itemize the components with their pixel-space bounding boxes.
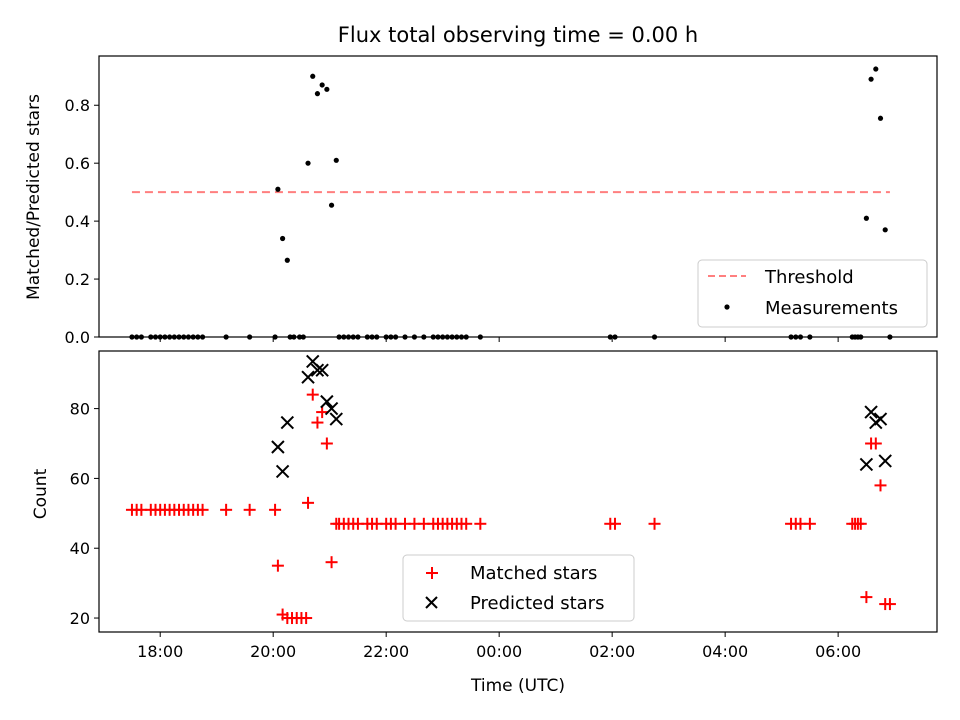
measurement-point bbox=[314, 91, 321, 97]
measurement-point bbox=[873, 66, 879, 72]
legend-matched-swatch bbox=[426, 567, 438, 579]
top-y-tick-label: 0.2 bbox=[65, 270, 90, 289]
top-y-tick-label: 0.0 bbox=[65, 328, 90, 347]
measurement-point bbox=[305, 160, 311, 166]
top-legend-box bbox=[697, 259, 928, 328]
legend-predicted-label: Predicted stars bbox=[470, 593, 604, 614]
predicted-star-point bbox=[324, 401, 339, 416]
matched-star-point bbox=[316, 406, 329, 419]
measurement-point bbox=[868, 76, 874, 82]
legend-measurements-swatch bbox=[724, 304, 730, 310]
predicted-star-point bbox=[329, 412, 343, 426]
bottom-plot-frame bbox=[98, 350, 938, 633]
legend-matched-label: Matched stars bbox=[470, 563, 597, 584]
top-y-tick-label: 0.6 bbox=[65, 154, 90, 173]
predicted-star-point bbox=[864, 405, 878, 419]
chart-title: Flux total observing time = 0.00 h bbox=[338, 23, 698, 47]
top-y-tick-label: 0.8 bbox=[65, 96, 90, 115]
matched-star-point bbox=[325, 556, 338, 569]
matched-star-point bbox=[803, 517, 816, 530]
measurement-point bbox=[310, 73, 316, 79]
bottom-x-tick-label: 02:00 bbox=[589, 642, 635, 661]
bottom-x-tick-label: 22:00 bbox=[363, 642, 409, 661]
bottom-x-tick-label: 18:00 bbox=[137, 642, 183, 661]
measurement-point bbox=[319, 82, 325, 88]
bottom-x-tick-label: 20:00 bbox=[250, 642, 296, 661]
predicted-star-point bbox=[859, 457, 874, 472]
bottom-plot-area: 20 40 60 80 18:00 20:00 22:00 00:00 02:00 04:00 06… bbox=[70, 354, 896, 661]
matched-star-point bbox=[300, 612, 313, 625]
bottom-y-tick-label: 60 bbox=[70, 469, 90, 488]
bottom-x-tick-label: 04:00 bbox=[702, 642, 748, 661]
predicted-star-point bbox=[271, 440, 285, 454]
measurement-point bbox=[328, 202, 335, 208]
x-axis-label: Time (UTC) bbox=[470, 676, 565, 696]
matched-star-point bbox=[860, 591, 873, 604]
matched-star-point bbox=[271, 559, 284, 572]
bottom-legend-box bbox=[402, 554, 635, 622]
matched-star-point bbox=[648, 517, 661, 530]
predicted-star-point bbox=[280, 415, 295, 430]
measurement-point bbox=[284, 257, 290, 263]
matched-star-point bbox=[320, 437, 333, 450]
predicted-star-point bbox=[301, 370, 315, 384]
matched-star-point bbox=[854, 517, 867, 530]
predicted-star-point bbox=[878, 454, 892, 468]
matched-star-point bbox=[874, 479, 887, 492]
matched-star-point bbox=[474, 517, 487, 530]
matched-star-point bbox=[243, 503, 256, 516]
matched-star-point bbox=[302, 496, 315, 509]
matched-star-point bbox=[220, 503, 233, 516]
top-plot-frame bbox=[98, 55, 938, 338]
legend-measurements-label: Measurements bbox=[765, 298, 898, 319]
matched-star-point bbox=[608, 517, 621, 530]
measurement-point bbox=[280, 235, 286, 242]
bottom-y-axis-label: Count bbox=[31, 468, 51, 519]
measurement-point bbox=[324, 86, 330, 92]
bottom-y-tick-label: 80 bbox=[70, 400, 90, 419]
bottom-y-tick-label: 40 bbox=[70, 539, 90, 558]
top-y-axis-label: Matched/Predicted stars bbox=[24, 94, 44, 300]
matched-star-point bbox=[269, 503, 282, 516]
predicted-star-point bbox=[315, 363, 329, 377]
matched-star-point bbox=[460, 517, 473, 530]
matched-star-point bbox=[869, 437, 882, 450]
predicted-star-point bbox=[320, 394, 334, 409]
measurement-point bbox=[275, 186, 281, 192]
bottom-y-tick-label: 20 bbox=[70, 609, 90, 628]
matched-star-point bbox=[196, 503, 209, 516]
predicted-star-point bbox=[873, 412, 888, 426]
measurement-point bbox=[333, 157, 339, 163]
legend-predicted-swatch bbox=[425, 596, 438, 609]
measurement-point bbox=[863, 215, 869, 221]
legend-threshold-label: Threshold bbox=[764, 267, 854, 288]
predicted-star-point bbox=[275, 464, 290, 479]
matched-star-point bbox=[306, 388, 319, 401]
bottom-x-tick-label: 00:00 bbox=[476, 642, 522, 661]
matched-star-point bbox=[311, 416, 324, 429]
bottom-legend: Matched stars Predicted stars bbox=[402, 554, 635, 622]
predicted-star-point bbox=[310, 363, 325, 377]
measurement-point bbox=[882, 227, 888, 233]
top-legend: Threshold Measurements bbox=[697, 259, 928, 328]
top-y-tick-label: 0.4 bbox=[65, 212, 90, 231]
measurement-point bbox=[877, 115, 884, 121]
bottom-x-tick-label: 06:00 bbox=[815, 642, 861, 661]
matched-star-point bbox=[883, 598, 896, 611]
